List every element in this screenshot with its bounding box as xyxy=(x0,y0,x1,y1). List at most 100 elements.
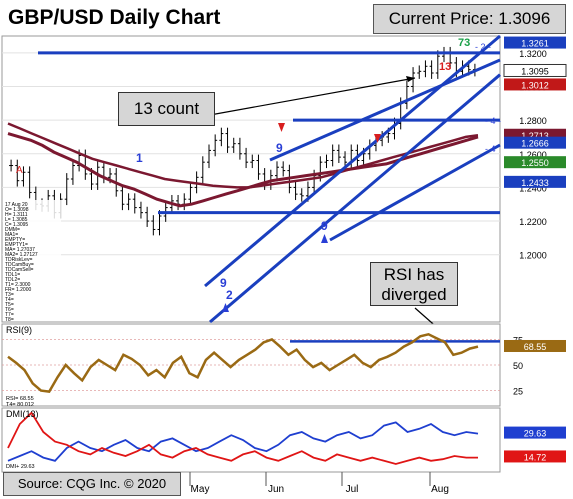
dmi-axis: DMI(13) DMI+ 29.63 29.63 14.72 xyxy=(6,409,566,470)
info-readout: T7= xyxy=(5,312,14,318)
rsi-panel-title: RSI(9) xyxy=(6,325,32,335)
count-up-label: 9 xyxy=(321,219,328,233)
source-label: Source: CQG Inc. © 2020 xyxy=(3,472,181,496)
info-readout: O= 1.3098 xyxy=(5,207,29,213)
price-tick-label: 1.2000 xyxy=(519,251,547,261)
price-tick-label: 1.3200 xyxy=(519,49,547,59)
info-readout: H= 1.3111 xyxy=(5,212,28,218)
price-panel: 1.20001.22001.24001.26001.28001.30001.32… xyxy=(1,34,567,331)
price-tick-label: 1.2400 xyxy=(519,183,547,193)
trend-line xyxy=(329,143,501,242)
price-tick-label: 1.2600 xyxy=(519,150,547,160)
price-tag-label: 1.2666 xyxy=(521,139,549,149)
price-tag-box xyxy=(504,136,566,149)
trend-lines xyxy=(38,34,501,331)
info-readout: T5= xyxy=(5,302,14,308)
count-73-label: 73 xyxy=(458,37,470,49)
trend-label: - 2 - xyxy=(475,42,491,52)
info-readout: T8= xyxy=(5,317,14,323)
rsi-tag-label: 68.55 xyxy=(524,342,547,352)
count-up-label: 9 xyxy=(276,141,283,155)
info-readout: EMPTY= xyxy=(5,237,25,243)
trend-label: - 4 - xyxy=(485,116,501,126)
price-tag-label: 1.3261 xyxy=(521,39,549,49)
info-readout: MA2= 1.27127 xyxy=(5,252,38,258)
info-readout: T1= 2.3000 xyxy=(5,282,31,288)
count-down-label: 9 xyxy=(220,276,227,290)
info-panel-background xyxy=(3,200,61,320)
sell-arrow-icon xyxy=(278,123,285,132)
info-readout: T3= xyxy=(5,292,14,298)
rsi-tick-label: 50 xyxy=(513,361,523,371)
info-readout: DMM= xyxy=(5,227,20,233)
trend-label: A xyxy=(16,165,23,176)
count-down-label: 2 xyxy=(226,288,233,302)
dmi-tag-label: 29.63 xyxy=(524,429,547,439)
price-tag-label: 1.2713 xyxy=(521,131,549,141)
dmi-plus-line xyxy=(7,421,479,462)
info-readout: 17 Aug 20 xyxy=(5,202,28,208)
info-readout: T6= xyxy=(5,307,14,313)
trend-line xyxy=(209,73,501,324)
price-tag-label: 1.2550 xyxy=(521,158,549,168)
dmi-lines xyxy=(7,411,479,465)
rsi-tick-label: 25 xyxy=(513,387,523,397)
info-readout: T4= xyxy=(5,297,14,303)
date-tick-label: May xyxy=(191,484,210,495)
info-readout: L= 1.3085 xyxy=(5,217,28,223)
info-readout: TDCamBuy= xyxy=(5,262,34,268)
price-tag-label: 1.3012 xyxy=(521,80,549,90)
rsi-line xyxy=(7,332,479,393)
dmi-tag-label: 14.72 xyxy=(524,452,547,462)
count-callout: 13 count xyxy=(118,92,215,126)
dmi-readout: DMI+ 29.63 xyxy=(6,464,35,470)
buy-arrow-icon xyxy=(222,303,229,312)
dmi-panel-title: DMI(13) xyxy=(6,409,39,419)
date-tick-label: Aug xyxy=(431,484,449,495)
trend-line xyxy=(204,34,501,288)
callout-arrow xyxy=(209,77,416,116)
trend-line xyxy=(269,58,501,162)
dmi-minus-line xyxy=(7,411,478,465)
price-tag-label: 1.2433 xyxy=(521,178,549,188)
sell-arrow-icon xyxy=(374,134,381,143)
page-title: GBP/USD Daily Chart xyxy=(8,6,221,29)
price-tag-box xyxy=(504,78,566,91)
callout-arrowhead xyxy=(406,76,415,82)
count-13-label: 13 xyxy=(439,61,451,73)
info-readout: MA1= xyxy=(5,232,18,238)
price-tag-box xyxy=(504,175,566,188)
price-tick-label: 1.2800 xyxy=(519,116,547,126)
rsi-tag-box xyxy=(504,339,566,352)
dmi-panel: DMI(13) DMI+ 29.63 29.63 14.72 xyxy=(1,407,566,473)
price-tag-box xyxy=(504,156,566,169)
ma2-line xyxy=(7,122,479,189)
rsi-readout: RSI= 68.55 xyxy=(6,396,34,402)
price-tag-box xyxy=(504,36,566,49)
date-tick-label: Jul xyxy=(346,484,359,495)
info-readout: EMPTY1= xyxy=(5,242,28,248)
count-up-label: 1 xyxy=(136,151,143,165)
buy-arrow-icon xyxy=(321,234,328,243)
price-tag-box xyxy=(503,63,567,77)
info-readout: TDL1= xyxy=(5,272,20,278)
price-tick-label: 1.2200 xyxy=(519,217,547,227)
dmi-tag-box xyxy=(504,450,566,463)
info-readout: MA= 1.27037 xyxy=(5,247,35,253)
info-readout: TDRiskLev= xyxy=(5,257,32,263)
rsi-grid xyxy=(2,338,500,392)
date-axis: May Jun Jul Aug xyxy=(189,472,449,495)
info-readout: TDL2= xyxy=(5,277,20,283)
price-tag-label: 1.3095 xyxy=(521,66,549,76)
rsi-series-line xyxy=(7,332,479,393)
trend-label: - 4 xyxy=(485,144,496,154)
info-readout: TDCamSell= xyxy=(5,267,34,273)
info-readout: FR= 1.2000 xyxy=(5,287,31,293)
dmi-tag-box xyxy=(504,426,566,439)
